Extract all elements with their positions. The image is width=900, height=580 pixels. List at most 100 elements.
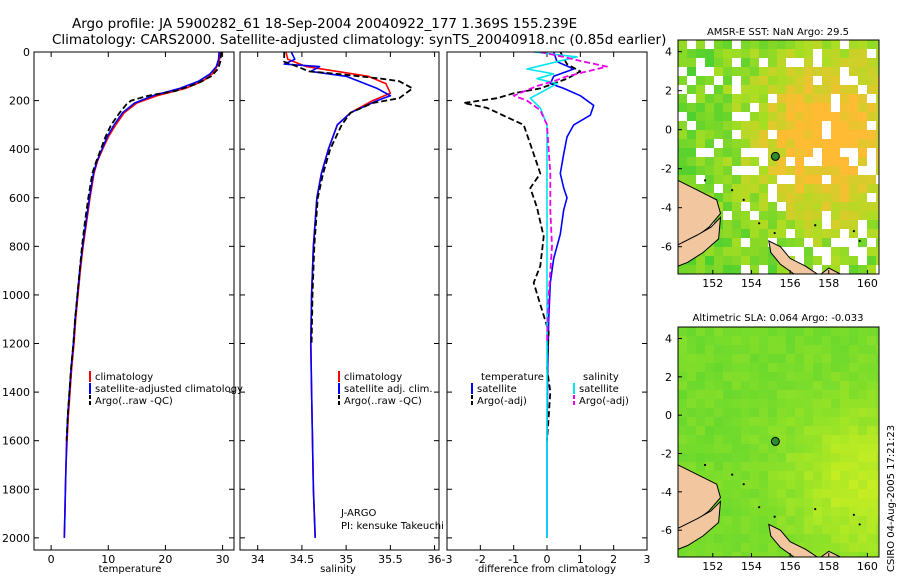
temperature-axes-frame bbox=[33, 51, 235, 551]
map-cell bbox=[732, 166, 742, 176]
map-cell bbox=[759, 157, 769, 167]
map-cell bbox=[876, 49, 879, 59]
map-cell bbox=[849, 507, 859, 517]
map-cell bbox=[732, 489, 742, 499]
map-cell bbox=[696, 408, 706, 418]
map-cell bbox=[849, 202, 859, 212]
map-cell bbox=[678, 444, 688, 454]
map-cell bbox=[687, 139, 697, 149]
map-cell bbox=[804, 462, 814, 472]
map-cell bbox=[804, 453, 814, 463]
map-cell bbox=[768, 130, 778, 140]
map-cell bbox=[840, 462, 850, 472]
map-cell bbox=[804, 148, 814, 158]
map-cell bbox=[705, 85, 715, 95]
map-cell bbox=[849, 471, 859, 481]
map-xtick-label: 156 bbox=[780, 560, 801, 573]
map-cell bbox=[840, 112, 850, 122]
map-cell bbox=[741, 417, 751, 427]
map-cell bbox=[804, 498, 814, 508]
map-xtick-label: 154 bbox=[741, 277, 762, 290]
map-cell bbox=[858, 327, 868, 337]
map-cell bbox=[786, 336, 796, 346]
map-cell bbox=[831, 444, 841, 454]
map-cell bbox=[705, 372, 715, 382]
map-cell bbox=[876, 193, 879, 203]
sst-map-land bbox=[678, 179, 861, 274]
map-cell bbox=[867, 372, 877, 382]
map-cell bbox=[840, 247, 850, 257]
map-cell bbox=[804, 94, 814, 104]
map-cell bbox=[858, 67, 868, 77]
map-cell bbox=[732, 211, 742, 221]
difference-xtick-label: 3 bbox=[644, 553, 651, 566]
map-cell bbox=[831, 345, 841, 355]
map-cell bbox=[831, 363, 841, 373]
map-cell bbox=[732, 229, 742, 239]
map-cell bbox=[840, 453, 850, 463]
map-cell bbox=[696, 148, 706, 158]
map-cell bbox=[678, 408, 688, 418]
map-cell bbox=[678, 49, 688, 59]
map-cell bbox=[867, 444, 877, 454]
map-cell bbox=[849, 256, 859, 266]
map-cell bbox=[750, 534, 760, 544]
map-cell bbox=[840, 130, 850, 140]
map-cell bbox=[858, 247, 868, 257]
map-cell bbox=[795, 354, 805, 364]
map-cell bbox=[723, 49, 733, 59]
map-cell bbox=[732, 256, 742, 266]
map-cell bbox=[822, 534, 832, 544]
map-cell bbox=[759, 552, 769, 557]
sla-argo-location-marker bbox=[770, 436, 780, 446]
map-cell bbox=[858, 103, 868, 113]
map-cell bbox=[786, 193, 796, 203]
map-cell bbox=[777, 265, 787, 274]
map-cell bbox=[732, 345, 742, 355]
map-cell bbox=[831, 211, 841, 221]
map-cell bbox=[813, 525, 823, 535]
salinity-series-satellite-adj-clim bbox=[283, 52, 392, 538]
difference-xtick-label: -2 bbox=[475, 553, 486, 566]
map-cell bbox=[759, 480, 769, 490]
map-cell bbox=[768, 444, 778, 454]
map-cell bbox=[795, 471, 805, 481]
map-cell bbox=[723, 453, 733, 463]
map-cell bbox=[867, 85, 877, 95]
map-cell bbox=[786, 157, 796, 167]
map-cell bbox=[786, 85, 796, 95]
map-cell bbox=[678, 399, 688, 409]
map-cell bbox=[696, 390, 706, 400]
map-cell bbox=[876, 480, 879, 490]
map-cell bbox=[813, 148, 823, 158]
map-cell bbox=[687, 408, 697, 418]
map-cell bbox=[732, 67, 742, 77]
map-cell bbox=[777, 85, 787, 95]
island-dot bbox=[703, 463, 707, 467]
map-cell bbox=[705, 121, 715, 131]
map-cell bbox=[723, 381, 733, 391]
map-cell bbox=[705, 157, 715, 167]
map-cell bbox=[858, 552, 868, 557]
map-cell bbox=[759, 399, 769, 409]
map-cell bbox=[876, 85, 879, 95]
map-cell bbox=[678, 58, 688, 68]
map-cell bbox=[768, 471, 778, 481]
map-cell bbox=[732, 534, 742, 544]
map-cell bbox=[705, 426, 715, 436]
map-cell bbox=[714, 40, 724, 50]
map-cell bbox=[813, 40, 823, 50]
map-cell bbox=[777, 453, 787, 463]
map-cell bbox=[741, 184, 751, 194]
map-cell bbox=[777, 112, 787, 122]
map-cell bbox=[732, 184, 742, 194]
map-cell bbox=[822, 175, 832, 185]
map-cell bbox=[696, 444, 706, 454]
map-cell bbox=[804, 166, 814, 176]
map-cell bbox=[804, 444, 814, 454]
map-cell bbox=[750, 489, 760, 499]
map-cell bbox=[876, 229, 879, 239]
map-cell bbox=[813, 390, 823, 400]
map-cell bbox=[777, 462, 787, 472]
map-cell bbox=[876, 372, 879, 382]
